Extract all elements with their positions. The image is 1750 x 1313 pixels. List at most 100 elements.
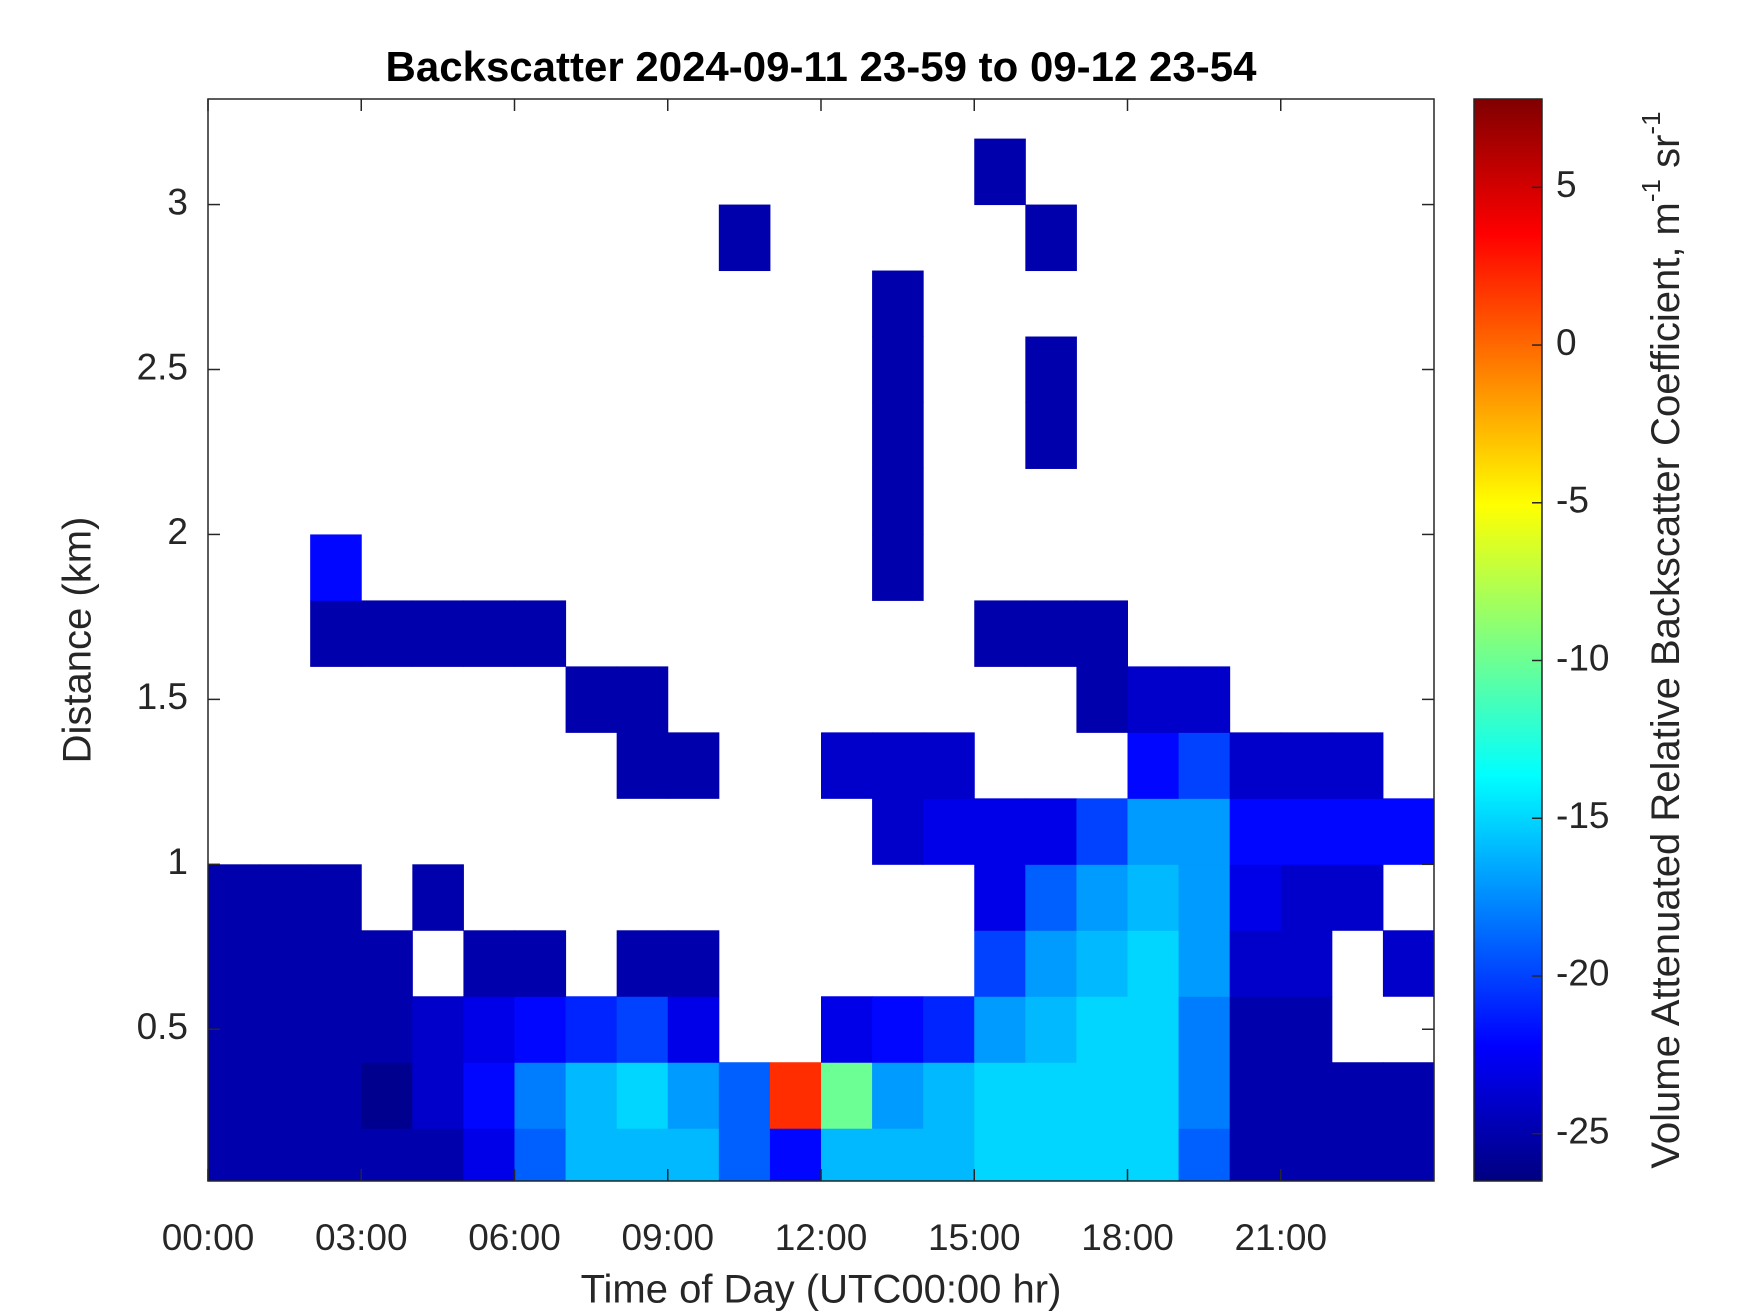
heatmap-cell [1076, 1128, 1128, 1181]
heatmap-cell [1229, 732, 1282, 799]
heatmap-cell [463, 930, 515, 997]
x-tick-label: 18:00 [1081, 1217, 1174, 1258]
heatmap-cell [923, 996, 975, 1063]
heatmap-cell [1025, 336, 1077, 403]
heatmap-cell [872, 996, 924, 1063]
heatmap-cell [821, 1062, 873, 1129]
heatmap-cell [1076, 996, 1128, 1063]
heatmap-cell [1229, 1128, 1282, 1181]
heatmap-cell [1076, 798, 1128, 865]
heatmap-cell [923, 732, 975, 799]
heatmap-cell [872, 534, 924, 601]
heatmap-cell [1127, 1128, 1180, 1181]
heatmap-cell [616, 930, 669, 997]
heatmap-cell [872, 468, 924, 535]
heatmap-cell [361, 930, 413, 997]
heatmap-cell [412, 996, 464, 1063]
x-tick-label: 09:00 [621, 1217, 714, 1258]
x-tick-label: 03:00 [315, 1217, 408, 1258]
heatmap-cell [923, 1062, 975, 1129]
colorbar-tick-label: -25 [1556, 1110, 1609, 1151]
heatmap-cell [259, 1062, 311, 1129]
y-tick-label: 1.5 [137, 676, 188, 717]
heatmap-cell [1025, 1128, 1077, 1181]
heatmap-cell [1178, 864, 1231, 931]
heatmap-cell [1280, 798, 1333, 865]
heatmap-cell [1382, 1062, 1434, 1129]
heatmap-cell [1178, 666, 1231, 733]
x-tick-label: 06:00 [468, 1217, 561, 1258]
heatmap-cell [667, 996, 720, 1063]
heatmap-cell [1178, 930, 1231, 997]
heatmap-cell [616, 1128, 669, 1181]
heatmap-cell [1280, 732, 1333, 799]
heatmap-cell [974, 864, 1026, 931]
heatmap-cell [514, 996, 567, 1063]
x-tick-label: 15:00 [928, 1217, 1021, 1258]
heatmap-cell [821, 996, 873, 1063]
heatmap-cell [310, 1062, 362, 1129]
colorbar-tick-label: -15 [1556, 795, 1609, 836]
heatmap-cell [259, 996, 311, 1063]
heatmap-cell [361, 600, 413, 667]
heatmap-cell [1025, 204, 1077, 272]
heatmap-cell [1025, 930, 1077, 997]
heatmap-cell [1331, 864, 1384, 931]
heatmap-cell [1229, 864, 1282, 931]
heatmap-cell [974, 798, 1026, 865]
heatmap-cell [1229, 798, 1282, 865]
heatmap-cell [1229, 1062, 1282, 1129]
heatmap-cell [1127, 732, 1180, 799]
heatmap-cell [1382, 1128, 1434, 1181]
heatmap-cell [872, 336, 924, 403]
chart-title: Backscatter 2024-09-11 23-59 to 09-12 23… [386, 43, 1258, 90]
colorbar-tick-label: -5 [1556, 480, 1589, 521]
heatmap-cell [1331, 1128, 1384, 1181]
heatmap-cell [1076, 1062, 1128, 1129]
heatmap-cell [718, 1128, 771, 1181]
heatmap-cell [361, 1128, 413, 1181]
heatmap-cell [974, 1062, 1026, 1129]
heatmap-cell [1076, 930, 1128, 997]
heatmap-cell [616, 996, 669, 1063]
x-axis-label: Time of Day (UTC00:00 hr) [581, 1268, 1062, 1312]
heatmap-cell [259, 864, 311, 931]
heatmap-cell [1178, 732, 1231, 799]
heatmap-cell [667, 1128, 720, 1181]
heatmap-cell [1229, 930, 1282, 997]
y-tick-label: 1 [167, 841, 188, 882]
heatmap-cell [616, 666, 669, 733]
heatmap-cell [769, 1128, 822, 1181]
y-axis-label: Distance (km) [56, 517, 100, 764]
heatmap-cell [1025, 402, 1077, 469]
heatmap-cell [667, 1062, 720, 1129]
heatmap-cell [1382, 930, 1434, 997]
heatmap-cell [1331, 732, 1384, 799]
heatmap-cell [1280, 864, 1333, 931]
heatmap-cell [1127, 1062, 1180, 1129]
heatmap-cell [310, 600, 362, 667]
heatmap-cell [514, 600, 567, 667]
heatmap-cell [361, 1062, 413, 1129]
heatmap-cell [1127, 798, 1180, 865]
heatmap-cell [412, 600, 464, 667]
heatmap-cell [1229, 996, 1282, 1063]
heatmap-cell [565, 666, 618, 733]
heatmap-cell [872, 732, 924, 799]
heatmap-cell [1025, 996, 1077, 1063]
heatmap-cell [872, 402, 924, 469]
heatmap-cell [1178, 996, 1231, 1063]
y-tick-label: 2.5 [137, 346, 188, 387]
heatmap-cell [412, 1062, 464, 1129]
heatmap-cell [1280, 1062, 1333, 1129]
x-tick-label: 00:00 [162, 1217, 255, 1258]
y-tick-label: 3 [167, 181, 188, 222]
heatmap-cell [259, 1128, 311, 1181]
heatmap-cell [974, 138, 1026, 206]
heatmap-cell [463, 1062, 515, 1129]
heatmap-cell [1178, 1128, 1231, 1181]
heatmap-cell [514, 930, 567, 997]
colorbar-label-text: sr [1644, 135, 1688, 179]
heatmap-cell [1280, 1128, 1333, 1181]
